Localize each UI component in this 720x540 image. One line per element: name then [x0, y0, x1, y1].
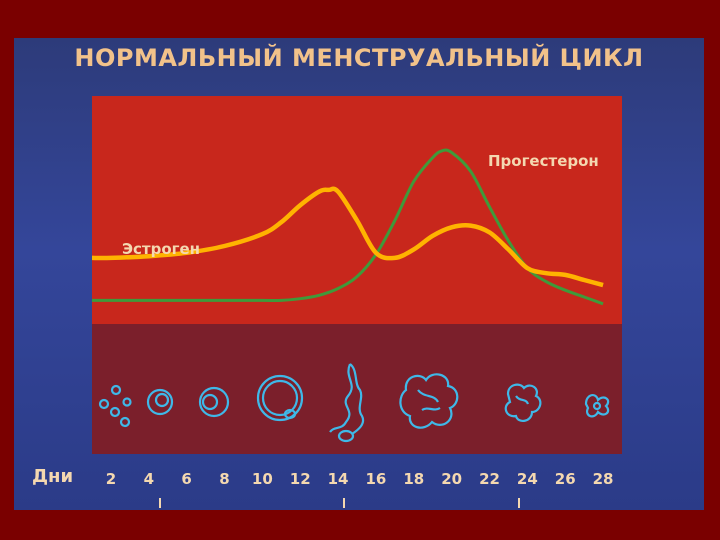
slide: НОРМАЛЬНЫЙ МЕНСТРУАЛЬНЫЙ ЦИКЛ Эстроген П…	[14, 38, 704, 510]
x-tick-label: 10	[252, 470, 273, 488]
x-axis-ticks: 2 4 6 8 10 12 14 16 18 20 22 24 26 28	[106, 470, 614, 488]
x-tick-label: 26	[555, 470, 576, 488]
x-tick-label: 2	[106, 470, 116, 488]
x-tick-label: 8	[219, 470, 229, 488]
x-axis-phase-marks	[159, 498, 520, 508]
x-tick-label: 18	[403, 470, 424, 488]
x-tick-label: 14	[328, 470, 349, 488]
hormone-panel	[92, 96, 622, 324]
x-axis-label: Дни	[32, 466, 73, 487]
corpus-luteum-icon	[399, 373, 459, 429]
regressing-corpus-luteum-icon	[504, 383, 542, 422]
x-tick-label: 12	[290, 470, 311, 488]
menstrual-cycle-diagram: Эстроген Прогестерон	[32, 96, 622, 508]
follicle-primary-icon	[146, 388, 174, 416]
progesterone-series-label: Прогестерон	[488, 152, 599, 170]
x-tick-label: 24	[517, 470, 538, 488]
x-tick-label: 6	[181, 470, 191, 488]
follicle-panel	[92, 324, 622, 454]
page-title: НОРМАЛЬНЫЙ МЕНСТРУАЛЬНЫЙ ЦИКЛ	[74, 44, 644, 72]
x-tick-label: 4	[144, 470, 154, 488]
follicle-primordial-icon	[98, 384, 132, 428]
x-tick-label: 28	[593, 470, 614, 488]
x-tick-label: 22	[479, 470, 500, 488]
follicle-secondary-icon	[198, 386, 230, 418]
follicle-antral-icon	[256, 374, 304, 422]
follicle-stages	[98, 363, 610, 443]
corpus-albicans-icon	[584, 394, 610, 418]
estrogen-series-label: Эстроген	[122, 240, 200, 258]
ovulation-icon	[329, 363, 365, 443]
x-tick-label: 20	[441, 470, 462, 488]
x-tick-label: 16	[365, 470, 386, 488]
estrogen-series-line	[91, 186, 604, 288]
